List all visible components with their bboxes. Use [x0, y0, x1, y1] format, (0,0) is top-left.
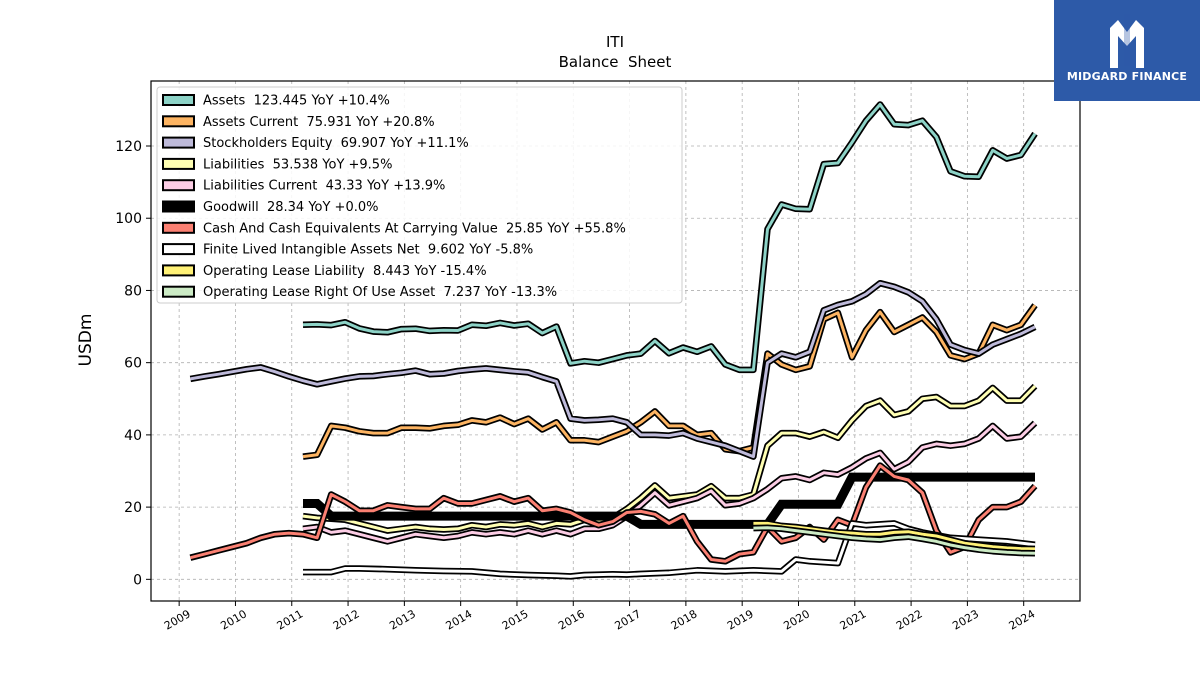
- x-tick-label: 2024: [1007, 607, 1038, 632]
- series-goodwill: [303, 472, 1035, 529]
- y-tick-label: 20: [124, 500, 142, 516]
- plot-area: [189, 101, 1038, 580]
- y-tick-label: 120: [115, 139, 142, 155]
- series-line: [302, 385, 1037, 533]
- series-assets: [302, 101, 1038, 374]
- legend-label: Assets 123.445 YoY +10.4%: [203, 94, 390, 109]
- x-tick-label: 2015: [500, 607, 531, 632]
- legend-swatch: [162, 179, 195, 192]
- legend-item: Goodwill 28.34 YoY +0.0%: [162, 200, 378, 215]
- x-tick-label: 2009: [162, 607, 193, 632]
- legend-swatch: [162, 243, 195, 256]
- brand-name: MIDGARD FINANCE: [1066, 70, 1188, 83]
- legend-swatch: [162, 285, 195, 298]
- x-tick-label: 2023: [950, 607, 981, 632]
- legend-swatch: [162, 264, 195, 277]
- midgard-logo-icon: [1110, 14, 1144, 68]
- legend-item: Operating Lease Right Of Use Asset 7.237…: [162, 285, 557, 300]
- brand-logo: MIDGARD FINANCE: [1054, 0, 1200, 101]
- legend-swatch: [162, 136, 195, 149]
- y-tick-label: 0: [133, 572, 142, 588]
- legend-item: Assets 123.445 YoY +10.4%: [162, 94, 390, 109]
- x-tick-label: 2020: [781, 607, 812, 632]
- legend-item: Cash And Cash Equivalents At Carrying Va…: [162, 221, 626, 236]
- x-tick-label: 2010: [218, 607, 249, 632]
- x-tick-label: 2018: [669, 607, 700, 632]
- y-tick-label: 40: [124, 428, 142, 444]
- legend-label: Operating Lease Right Of Use Asset 7.237…: [203, 285, 557, 300]
- series-operating-lease-liability: [753, 520, 1036, 553]
- x-tick-label: 2021: [838, 607, 869, 632]
- series-line: [303, 472, 1035, 529]
- x-tick-label: 2012: [331, 607, 362, 632]
- x-tick-label: 2011: [275, 607, 306, 632]
- legend-label: Goodwill 28.34 YoY +0.0%: [203, 200, 378, 215]
- plot-frame: [150, 80, 1081, 602]
- series-finite-lived-intangible-assets-net: [303, 520, 1036, 580]
- x-tick-label: 2016: [556, 607, 587, 632]
- series-liabilities-current: [302, 420, 1038, 545]
- legend-swatch: [162, 157, 195, 170]
- series-operating-lease-right-of-use-asset: [753, 524, 1036, 557]
- x-tick-label: 2022: [894, 607, 925, 632]
- legend-label: Cash And Cash Equivalents At Carrying Va…: [203, 221, 626, 236]
- legend-label: Assets Current 75.931 YoY +20.8%: [203, 115, 435, 130]
- series-line: [753, 521, 1036, 551]
- series-line: [190, 464, 1037, 563]
- legend-item: Stockholders Equity 69.907 YoY +11.1%: [162, 136, 469, 151]
- legend-label: Liabilities Current 43.33 YoY +13.9%: [203, 179, 445, 194]
- legend-swatch: [162, 94, 195, 106]
- x-tick-label: 2017: [612, 607, 643, 632]
- series-assets-current: [302, 303, 1038, 460]
- y-axis-label: USDm: [76, 314, 96, 367]
- x-tick-label: 2013: [387, 607, 418, 632]
- series-liabilities: [302, 383, 1038, 534]
- legend-item: Assets Current 75.931 YoY +20.8%: [162, 115, 435, 130]
- series-line: [303, 521, 1036, 578]
- legend-swatch: [162, 200, 195, 213]
- series-line: [302, 103, 1037, 372]
- legend-item: Liabilities Current 43.33 YoY +13.9%: [162, 179, 445, 194]
- legend-item: Finite Lived Intangible Assets Net 9.602…: [162, 243, 533, 258]
- y-tick-label: 60: [124, 356, 142, 372]
- legend-swatch: [162, 221, 195, 234]
- series-line: [753, 526, 1036, 555]
- x-tick-label: 2014: [444, 607, 475, 632]
- legend-label: Operating Lease Liability 8.443 YoY -15.…: [203, 264, 487, 279]
- series-outline: [189, 279, 1037, 460]
- legend-box: [156, 86, 683, 304]
- series-stockholders-equity: [189, 279, 1037, 460]
- legend-item: Operating Lease Liability 8.443 YoY -15.…: [162, 264, 487, 279]
- series-cash-and-cash-equivalents-at-carrying-value: [189, 462, 1038, 565]
- x-tick-label: 2019: [725, 607, 756, 632]
- legend-item: Liabilities 53.538 YoY +9.5%: [162, 157, 392, 172]
- y-tick-label: 80: [124, 283, 142, 299]
- series-line: [302, 304, 1037, 459]
- legend-label: Liabilities 53.538 YoY +9.5%: [203, 157, 392, 172]
- legend: Assets 123.445 YoY +10.4% Assets Current …: [156, 86, 683, 304]
- chart-title: ITI: [606, 33, 624, 51]
- legend-swatch: [162, 115, 195, 128]
- legend-label: Stockholders Equity 69.907 YoY +11.1%: [203, 136, 469, 151]
- y-tick-label: 100: [115, 211, 142, 227]
- series-line: [302, 421, 1037, 543]
- legend-label: Finite Lived Intangible Assets Net 9.602…: [203, 243, 533, 258]
- series-line: [190, 281, 1036, 459]
- chart-subtitle: Balance Sheet: [559, 53, 672, 71]
